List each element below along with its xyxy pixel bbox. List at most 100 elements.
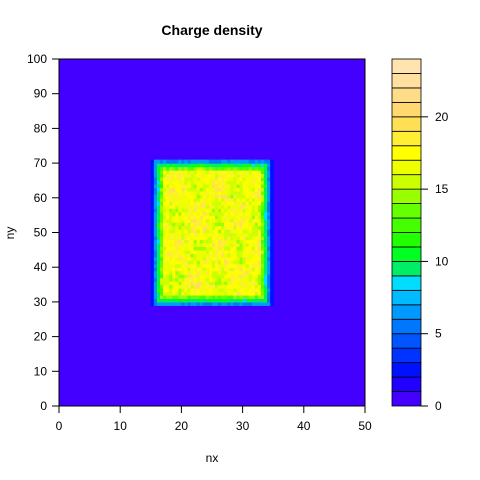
heatmap-cell	[212, 294, 216, 300]
heatmap-cell	[245, 163, 250, 168]
heatmap-cell	[181, 225, 186, 230]
heatmap-cell	[159, 194, 164, 199]
heatmap-cell	[193, 298, 198, 303]
heatmap-cell	[156, 204, 161, 209]
heatmap-cell	[181, 194, 186, 199]
heatmap-cell	[242, 260, 247, 265]
heatmap-cell	[175, 225, 179, 230]
heatmap-cell	[150, 190, 155, 195]
heatmap-cell	[260, 159, 265, 164]
heatmap-cell	[248, 166, 253, 171]
heatmap-cell	[230, 204, 235, 209]
heatmap-cell	[196, 242, 201, 247]
heatmap-cell	[248, 201, 253, 206]
heatmap-cell	[156, 208, 161, 213]
heatmap-cell	[245, 274, 250, 279]
heatmap-cell	[208, 267, 213, 272]
heatmap-cell	[175, 249, 179, 254]
heatmap-cell	[193, 204, 198, 209]
heatmap-cell	[251, 163, 256, 168]
heatmap-cell	[254, 253, 259, 258]
heatmap-cell	[218, 229, 222, 234]
heatmap-cell	[172, 239, 176, 244]
heatmap-cell	[260, 260, 265, 265]
heatmap-cell	[163, 270, 167, 275]
heatmap-cell	[215, 246, 219, 251]
colorbar-swatch	[391, 391, 422, 407]
heatmap-cell	[221, 208, 225, 213]
colorbar-swatch	[391, 347, 422, 364]
heatmap-cell	[169, 256, 173, 261]
heatmap-cell	[166, 187, 170, 192]
heatmap-cell	[215, 222, 219, 227]
heatmap-cell	[159, 204, 164, 209]
heatmap-cell	[199, 301, 204, 306]
heatmap-cell	[218, 159, 222, 164]
heatmap-cell	[264, 190, 268, 195]
heatmap-cell	[181, 159, 186, 164]
heatmap-cell	[230, 249, 235, 254]
heatmap-cell	[215, 180, 219, 185]
heatmap-cell	[251, 215, 256, 220]
heatmap-cell	[193, 270, 198, 275]
heatmap-cell	[218, 294, 222, 300]
colorbar-swatch	[391, 289, 422, 306]
heatmap-cell	[264, 256, 268, 261]
heatmap-cell	[169, 239, 173, 244]
heatmap-cell	[264, 253, 268, 258]
heatmap-cell	[181, 301, 186, 306]
heatmap-cell	[236, 294, 241, 300]
heatmap-cell	[242, 197, 247, 202]
heatmap-cell	[166, 176, 170, 182]
heatmap-cell	[245, 239, 250, 244]
heatmap-cell	[270, 274, 274, 279]
heatmap-cell	[172, 197, 176, 202]
heatmap-cell	[221, 288, 225, 293]
heatmap-cell	[153, 166, 158, 171]
heatmap-cell	[190, 260, 195, 265]
heatmap-cell	[245, 180, 250, 185]
heatmap-cell	[215, 270, 219, 275]
heatmap-cell	[205, 246, 210, 251]
heatmap-cell	[248, 180, 253, 185]
heatmap-cell	[184, 201, 189, 206]
heatmap-cell	[178, 173, 182, 178]
heatmap-cell	[242, 239, 247, 244]
heatmap-cell	[208, 229, 213, 234]
heatmap-cell	[199, 291, 204, 296]
chart-title: Charge density	[161, 22, 262, 38]
heatmap-cell	[236, 180, 241, 185]
heatmap-cell	[267, 208, 271, 213]
heatmap-cell	[248, 291, 253, 296]
heatmap-cell	[221, 215, 225, 220]
heatmap-cell	[163, 215, 167, 220]
heatmap-cell	[260, 253, 265, 258]
heatmap-cell	[251, 288, 256, 293]
heatmap-cell	[212, 201, 216, 206]
heatmap-cell	[270, 190, 274, 195]
heatmap-cell	[267, 215, 271, 220]
heatmap-cell	[153, 183, 158, 188]
heatmap-cell	[267, 173, 271, 178]
heatmap-cell	[212, 211, 216, 216]
heatmap-cell	[218, 260, 222, 265]
heatmap-cell	[193, 267, 198, 272]
heatmap-cell	[254, 194, 259, 199]
heatmap-cell	[159, 173, 164, 178]
heatmap-cell	[236, 211, 241, 216]
heatmap-cell	[163, 301, 167, 306]
heatmap-cell	[242, 218, 247, 223]
heatmap-cell	[159, 159, 164, 164]
heatmap-cell	[260, 197, 265, 202]
heatmap-cell	[260, 222, 265, 227]
heatmap-cell	[190, 204, 195, 209]
heatmap-cell	[172, 183, 176, 188]
heatmap-cell	[221, 284, 225, 289]
heatmap-cell	[224, 208, 228, 213]
heatmap-cell	[245, 270, 250, 275]
heatmap-cell	[190, 225, 195, 230]
heatmap-cell	[199, 249, 204, 254]
heatmap-cell	[156, 267, 161, 272]
heatmap-cell	[156, 163, 161, 168]
heatmap-cell	[184, 298, 189, 303]
